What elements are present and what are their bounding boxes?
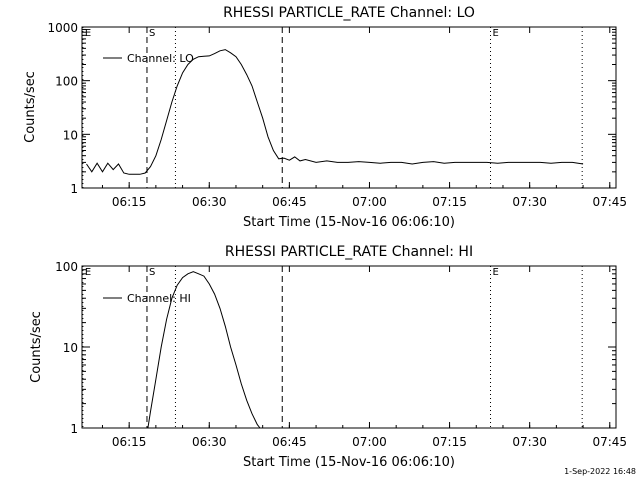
time-marker-label: E <box>85 28 91 39</box>
x-tick-label: 07:30 <box>512 195 547 209</box>
time-marker-label: E <box>493 267 499 278</box>
legend-label-lo: Channel: LO <box>127 52 194 65</box>
x-tick-label: 06:45 <box>272 435 307 449</box>
x-tick-label: 07:00 <box>352 195 387 209</box>
series-line <box>86 49 584 175</box>
legend-label-hi: Channel: HI <box>127 292 191 305</box>
x-tick-label: 07:00 <box>352 435 387 449</box>
x-tick-label: 06:15 <box>112 195 147 209</box>
x-tick-label: 07:45 <box>592 435 627 449</box>
x-tick-label: 06:30 <box>192 195 227 209</box>
y-tick-label: 1 <box>70 422 78 436</box>
time-marker-label: S <box>149 28 155 39</box>
x-tick-label: 07:15 <box>432 435 467 449</box>
x-axis-label-lo: Start Time (15-Nov-16 06:06:10) <box>243 215 455 230</box>
time-marker-label: E <box>493 28 499 39</box>
chart-title-hi: RHESSI PARTICLE_RATE Channel: HI <box>225 244 473 260</box>
x-axis-label-hi: Start Time (15-Nov-16 06:06:10) <box>243 455 455 470</box>
y-tick-label: 10 <box>63 341 78 355</box>
chart-panel-lo: RHESSI PARTICLE_RATE Channel: LO Start T… <box>23 5 627 230</box>
chart-panel-hi: RHESSI PARTICLE_RATE Channel: HI Start T… <box>29 244 627 470</box>
time-marker-label: S <box>149 267 155 278</box>
chart-title-lo: RHESSI PARTICLE_RATE Channel: LO <box>223 5 475 21</box>
series-line <box>147 271 261 429</box>
x-tick-label: 06:15 <box>112 435 147 449</box>
plot-frame-hi <box>81 265 617 429</box>
y-tick-label: 100 <box>55 260 78 274</box>
y-axis-label-hi: Counts/sec <box>29 311 44 383</box>
time-marker-label: E <box>85 267 91 278</box>
y-tick-label: 10 <box>63 128 78 142</box>
x-tick-label: 06:45 <box>272 195 307 209</box>
x-tick-label: 07:45 <box>592 195 627 209</box>
plot-frame-lo <box>81 26 617 189</box>
x-tick-label: 07:15 <box>432 195 467 209</box>
y-tick-label: 1000 <box>47 21 78 35</box>
x-tick-label: 06:30 <box>192 435 227 449</box>
y-axis-label-lo: Counts/sec <box>23 71 38 143</box>
footer-timestamp: 1-Sep-2022 16:48 <box>564 467 636 476</box>
y-tick-label: 1 <box>70 182 78 196</box>
y-tick-label: 100 <box>55 75 78 89</box>
x-tick-label: 07:30 <box>512 435 547 449</box>
